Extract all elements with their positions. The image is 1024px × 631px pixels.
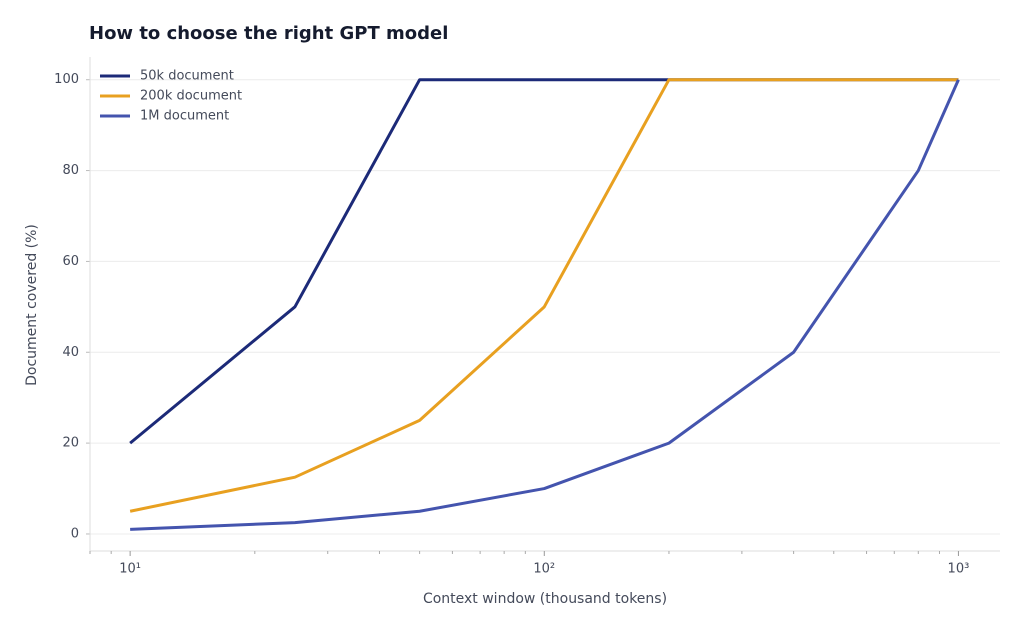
y-tick-label: 80 [62, 163, 79, 178]
line [129, 78, 959, 513]
legend-label: 50k document [140, 69, 234, 84]
y-axis-label: Document covered (%) [24, 224, 40, 386]
legend-label: 1M document [140, 109, 229, 124]
x-tick-label: 10² [533, 562, 555, 577]
chart-title: How to choose the right GPT model [89, 23, 448, 44]
y-tick-label: 40 [62, 345, 79, 360]
x-axis-label: Context window (thousand tokens) [423, 591, 667, 607]
line [130, 79, 960, 531]
x-tick-label: 10¹ [119, 562, 141, 577]
legend-label: 200k document [140, 89, 242, 104]
y-tick-label: 60 [62, 254, 79, 269]
y-tick-label: 100 [54, 72, 79, 87]
y-tick-label: 0 [71, 526, 79, 541]
x-tick-label: 10³ [948, 562, 970, 577]
y-tick-label: 20 [62, 436, 79, 451]
